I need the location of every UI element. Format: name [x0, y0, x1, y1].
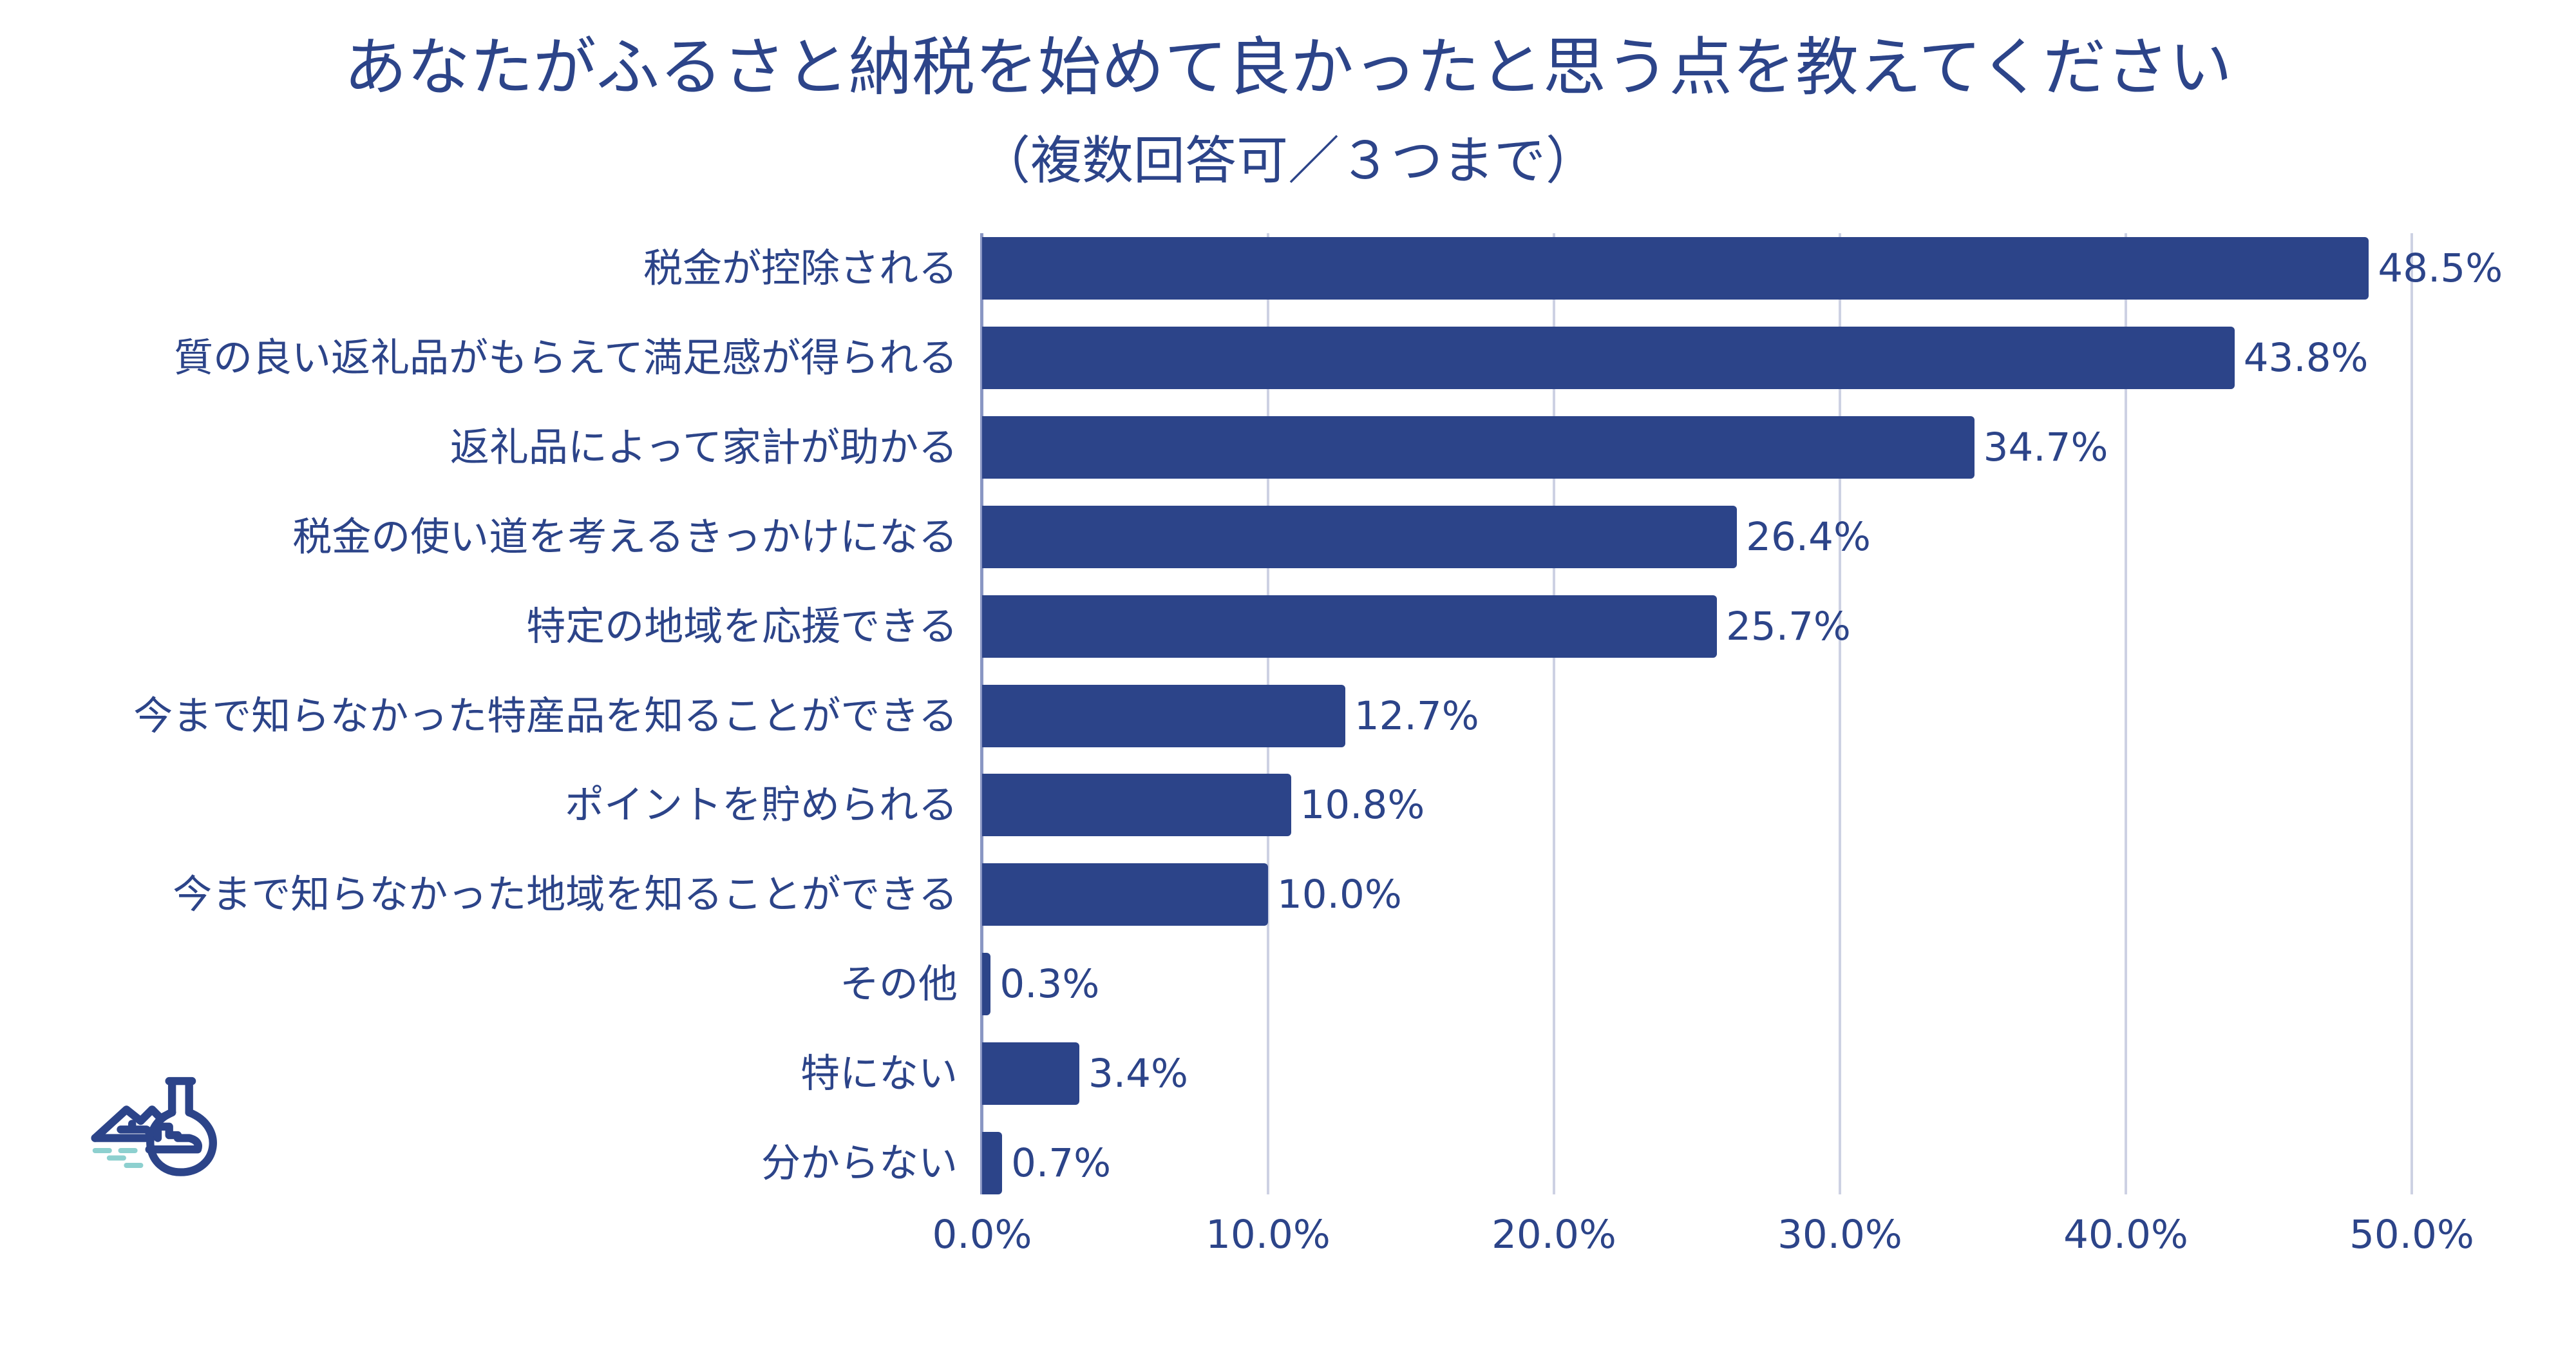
category-label: 税金が控除される: [643, 245, 958, 291]
category-label: その他: [839, 961, 958, 1008]
bar: [982, 774, 1291, 837]
flask-landscape-logo-icon: [91, 1076, 217, 1176]
bar: [982, 1042, 1079, 1105]
bar: [982, 326, 2235, 389]
category-label: ポイントを貯められる: [564, 782, 958, 828]
bar: [982, 863, 1268, 926]
gridline: [1839, 233, 1841, 1194]
chart-title: あなたがふるさと納税を始めて良かったと思う点を教えてください: [343, 31, 2233, 104]
bar: [982, 505, 1738, 568]
category-label: 税金の使い道を考えるきっかけになる: [292, 513, 958, 560]
value-label: 0.7%: [1011, 1140, 1112, 1186]
x-tick-label: 0.0%: [932, 1212, 1032, 1258]
bar: [982, 416, 1975, 479]
category-label: 今まで知らなかった地域を知ることができる: [173, 872, 958, 918]
gridline: [2410, 233, 2413, 1194]
bar: [982, 684, 1345, 747]
category-label: 特にない: [800, 1051, 958, 1097]
y-axis-line: [980, 233, 983, 1194]
value-label: 10.0%: [1277, 872, 1402, 918]
x-tick-label: 50.0%: [2349, 1212, 2474, 1258]
value-label: 12.7%: [1354, 693, 1479, 739]
gridline: [2125, 233, 2127, 1194]
value-label: 48.5%: [2378, 245, 2503, 291]
x-tick-label: 40.0%: [2063, 1212, 2188, 1258]
x-tick-label: 20.0%: [1492, 1212, 1616, 1258]
bar: [982, 1132, 1003, 1194]
chart-subtitle: （複数回答可／３つまで）: [979, 131, 1597, 191]
bar: [982, 237, 2369, 300]
value-label: 3.4%: [1088, 1051, 1188, 1097]
value-label: 25.7%: [1726, 603, 1851, 649]
value-label: 10.8%: [1300, 782, 1425, 828]
category-label: 返礼品によって家計が助かる: [450, 424, 958, 470]
value-label: 34.7%: [1983, 424, 2108, 470]
value-label: 26.4%: [1746, 513, 1871, 560]
bar: [982, 953, 991, 1016]
category-label: 今まで知らなかった特産品を知ることができる: [133, 693, 958, 739]
gridline: [1553, 233, 1555, 1194]
value-label: 43.8%: [2243, 334, 2369, 381]
x-tick-label: 30.0%: [1777, 1212, 1902, 1258]
x-tick-label: 10.0%: [1206, 1212, 1331, 1258]
category-label: 特定の地域を応援できる: [526, 603, 958, 649]
bar: [982, 595, 1718, 658]
category-label: 分からない: [761, 1140, 958, 1186]
value-label: 0.3%: [999, 961, 1100, 1008]
category-label: 質の良い返礼品がもらえて満足感が得られる: [174, 334, 958, 381]
